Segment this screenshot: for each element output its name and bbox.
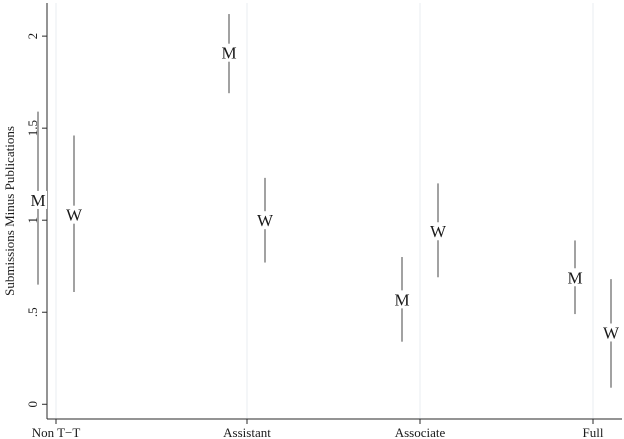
y-tick-label: 0 xyxy=(25,401,40,408)
marker-background xyxy=(29,190,47,209)
point-marker: W xyxy=(603,323,620,342)
x-tick-label: Non T−T xyxy=(32,425,81,439)
y-tick-label: .5 xyxy=(25,307,40,317)
x-tick-label: Full xyxy=(583,425,604,439)
point-marker: M xyxy=(567,268,582,287)
axes xyxy=(46,3,622,420)
marker-background xyxy=(393,290,411,309)
point-marker: W xyxy=(66,206,83,225)
x-ticks: Non T−T Assistant Associate Full xyxy=(32,419,604,439)
marker-background xyxy=(429,222,447,241)
point-marker: M xyxy=(221,44,236,63)
y-tick-label: 1 xyxy=(25,217,40,224)
series: M M M M W W W W xyxy=(29,14,620,388)
y-tick-label: 1.5 xyxy=(25,120,40,136)
marker-background xyxy=(256,211,274,230)
point-marker: M xyxy=(394,290,409,309)
marker-background xyxy=(220,43,238,62)
marker-background xyxy=(566,268,584,287)
grid xyxy=(55,3,594,419)
series-M: M M M M xyxy=(29,14,584,342)
point-marker: W xyxy=(430,222,447,241)
series-W: W W W W xyxy=(65,135,620,388)
point-marker: W xyxy=(257,211,274,230)
y-ticks: 0 .5 1 1.5 2 xyxy=(25,33,47,408)
y-tick-label: 2 xyxy=(25,33,40,40)
marker-background xyxy=(65,205,83,224)
point-marker: M xyxy=(30,191,45,210)
x-tick-label: Associate xyxy=(395,425,446,439)
x-tick-label: Assistant xyxy=(223,425,271,439)
y-axis-label: Submissions Minus Publications xyxy=(2,126,17,296)
marker-background xyxy=(602,323,620,342)
